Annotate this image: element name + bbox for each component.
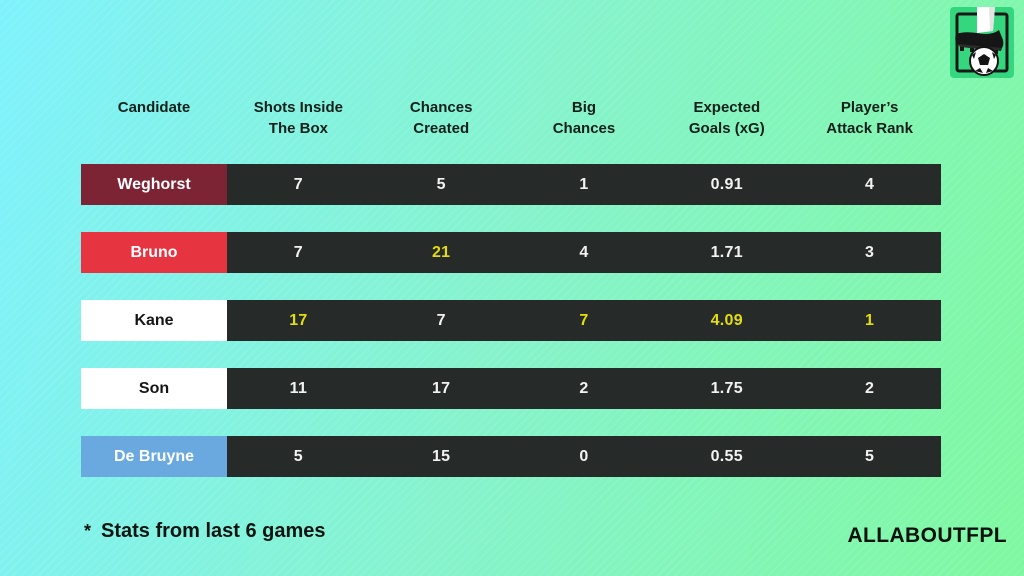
player-row-bruno: Bruno 7 21 4 1.71 3	[81, 232, 941, 273]
stat-cell: 1	[864, 311, 875, 329]
header-cell-shots-inside-box: Shots Inside The Box	[253, 99, 343, 137]
stat-cell: 21	[431, 243, 451, 261]
header-cell-big-chances: Big Chances	[552, 99, 616, 137]
stat-bar: 11 17 2 1.75 2	[227, 368, 941, 409]
stat-bar: 5 15 0 0.55 5	[227, 436, 941, 477]
stat-cell: 4	[579, 243, 589, 261]
header-cell-chances-created: Chances Created	[409, 99, 473, 137]
player-label: Son	[81, 368, 227, 409]
header-cell-expected-goals: Expected Goals (xG)	[688, 99, 765, 137]
stat-cell: 0.55	[710, 447, 743, 465]
stat-cell: 15	[431, 447, 451, 465]
stat-cell: 11	[289, 379, 308, 397]
stat-cell: 4	[864, 175, 875, 193]
stat-bar: 7 5 1 0.91 4	[227, 164, 941, 205]
stats-table: Candidate Shots Inside The Box Chances C…	[81, 97, 941, 477]
player-row-son: Son 11 17 2 1.75 2	[81, 368, 941, 409]
stat-cell: 2	[579, 379, 589, 397]
stat-bar: 17 7 7 4.09 1	[227, 300, 941, 341]
stat-cell: 7	[293, 175, 303, 193]
player-row-de-bruyne: De Bruyne 5 15 0 0.55 5	[81, 436, 941, 477]
stat-cell: 7	[436, 311, 446, 329]
stat-cell: 5	[436, 175, 446, 193]
header-cell-attack-rank: Player’s Attack Rank	[826, 99, 913, 137]
player-row-weghorst: Weghorst 7 5 1 0.91 4	[81, 164, 941, 205]
stat-cell: 1.75	[710, 379, 743, 397]
stat-cell: 5	[864, 447, 875, 465]
stat-cell: 7	[579, 311, 589, 329]
player-row-kane: Kane 17 7 7 4.09 1	[81, 300, 941, 341]
player-label: De Bruyne	[81, 436, 227, 477]
stat-cell: 2	[864, 379, 875, 397]
stat-cell: 4.09	[710, 311, 743, 329]
stat-cell: 17	[289, 311, 308, 329]
player-label: Bruno	[81, 232, 227, 273]
brand-wordmark: ALLABOUTFPL	[847, 524, 1007, 547]
allaboutfpl-logo-icon	[950, 7, 1014, 78]
footnote-text: Stats from last 6 games	[101, 520, 326, 542]
stat-cell: 7	[293, 243, 303, 261]
stat-cell: 17	[431, 379, 451, 397]
header-cell-candidate: Candidate	[117, 99, 191, 116]
header-row: Candidate Shots Inside The Box Chances C…	[81, 97, 941, 139]
stat-cell: 0	[579, 447, 589, 465]
stat-cell: 1.71	[710, 243, 743, 261]
player-label: Weghorst	[81, 164, 227, 205]
stat-cell: 1	[579, 175, 589, 193]
footnote: * Stats from last 6 games	[84, 520, 326, 543]
stat-cell: 3	[864, 243, 875, 261]
stat-bar: 7 21 4 1.71 3	[227, 232, 941, 273]
player-label: Kane	[81, 300, 227, 341]
asterisk-marker: *	[84, 521, 92, 541]
stat-cell: 5	[293, 447, 303, 465]
stat-cell: 0.91	[710, 175, 743, 193]
